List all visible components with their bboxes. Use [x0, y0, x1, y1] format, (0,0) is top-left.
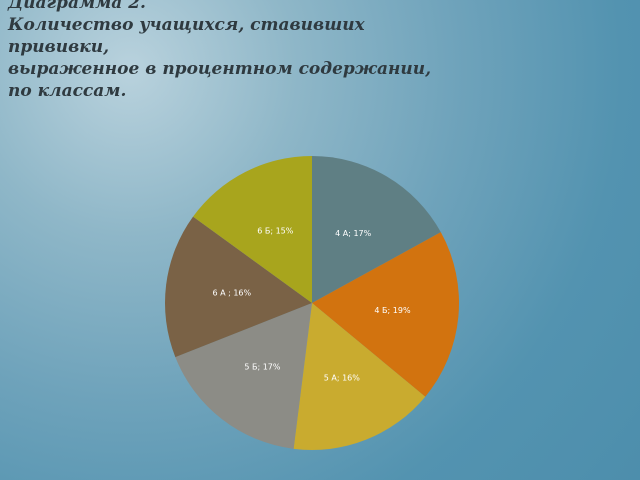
pie-label-3: 5 А; 16%	[324, 374, 361, 383]
title-line-4: выраженное в процентном содержании,	[8, 59, 432, 79]
pie-slice-2	[312, 232, 460, 397]
pie-slice-4	[175, 303, 312, 449]
title-line-2: Количество учащихся, ставивших	[8, 15, 365, 35]
pie-label-4: 5 Б; 17%	[244, 362, 281, 371]
pie-slices	[164, 156, 460, 450]
pie-slice-3	[293, 303, 426, 450]
pie-slice-1	[312, 156, 441, 303]
pie-label-2: 4 Б; 19%	[374, 306, 411, 315]
chart-title: Диаграмма 2. Количество учащихся, ставив…	[8, 0, 468, 102]
pie-slice-5	[164, 216, 312, 358]
title-line-1: Диаграмма 2.	[8, 0, 146, 13]
pie-label-5: 6 А ; 16%	[212, 288, 251, 297]
title-line-3: прививки,	[8, 37, 110, 57]
title-line-5: по классам.	[8, 81, 127, 101]
pie-slice-6	[193, 156, 312, 303]
pie-labels: 4 А; 17% 4 Б; 19% 5 А; 16% 5 Б; 17% 6 А ; 16…	[212, 227, 411, 383]
pie-label-1: 4 А; 17%	[335, 229, 372, 238]
pie-label-6: 6 Б; 15%	[257, 227, 294, 236]
